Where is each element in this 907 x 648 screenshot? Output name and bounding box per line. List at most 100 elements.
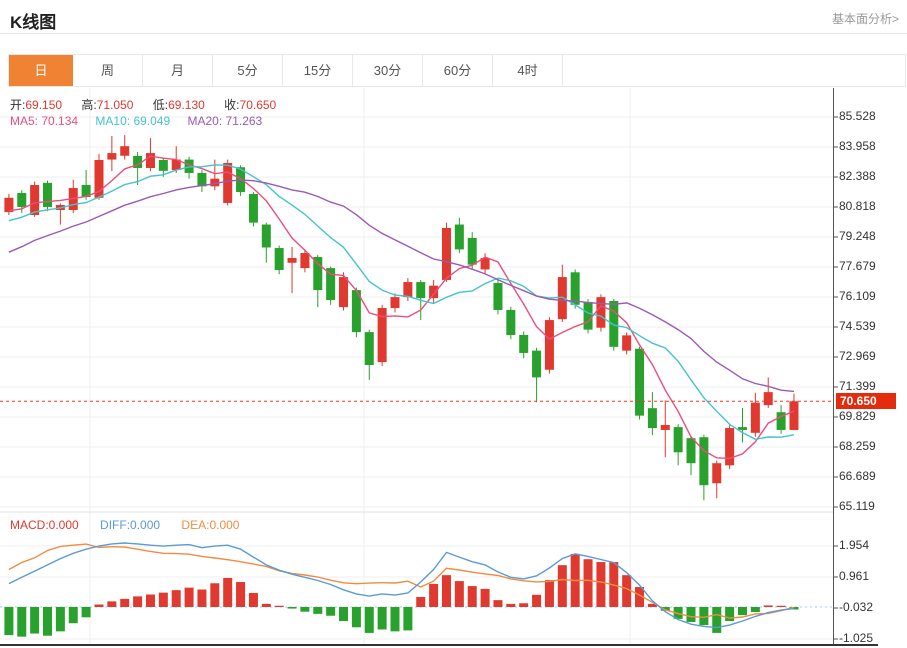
candle <box>441 227 451 280</box>
diff-value: 0.000 <box>130 518 161 532</box>
candle <box>390 297 400 309</box>
macd-bar <box>145 594 155 608</box>
price-axis-label: 76.109 <box>839 289 876 303</box>
macd-bar <box>686 607 696 622</box>
candle <box>107 153 117 160</box>
ma10-line <box>8 164 795 441</box>
candle <box>776 412 786 430</box>
tab-week[interactable]: 周 <box>73 55 143 86</box>
axis-ticks <box>833 116 838 640</box>
candle <box>660 424 670 430</box>
page-title: K线图 <box>10 13 57 32</box>
close-value: 70.650 <box>239 98 277 112</box>
candle <box>737 427 747 430</box>
candle <box>493 283 503 310</box>
candle <box>454 224 464 250</box>
low-label: 低: <box>152 98 169 112</box>
candle <box>750 402 760 433</box>
macd-bar <box>699 607 709 626</box>
candle <box>480 257 490 270</box>
macd-bar <box>17 607 27 637</box>
macd-bar <box>583 559 593 608</box>
high-label: 高: <box>81 98 97 112</box>
ma10-label: MA10: <box>95 114 131 128</box>
candle <box>197 172 207 187</box>
macd-bar <box>68 607 78 624</box>
macd-bar <box>30 607 40 634</box>
diff-line <box>8 542 795 629</box>
macd-bar <box>506 603 516 608</box>
candle <box>326 268 336 301</box>
macd-bar <box>660 607 670 611</box>
macd-bar <box>635 587 645 608</box>
macd-bar <box>107 601 117 608</box>
x-axis-line <box>0 644 878 646</box>
ma20-line <box>8 179 795 393</box>
low-value: 69.130 <box>168 98 205 112</box>
macd-bar <box>197 589 207 608</box>
candle <box>725 428 735 466</box>
macd-bar <box>403 607 413 631</box>
tab-60min[interactable]: 60分 <box>423 55 493 86</box>
macd-bar <box>544 580 554 608</box>
macd-bar <box>557 565 567 608</box>
fundamental-analysis-link[interactable]: 基本面分析> <box>831 12 899 26</box>
candle <box>133 155 143 168</box>
header-divider <box>0 33 907 34</box>
tab-5min[interactable]: 5分 <box>213 55 283 86</box>
price-axis-label: 65.119 <box>839 499 875 513</box>
candle <box>94 159 104 198</box>
macd-bar <box>94 604 104 608</box>
candle <box>30 184 40 215</box>
macd-value: 0.000 <box>48 518 79 532</box>
tab-15min[interactable]: 15分 <box>283 55 353 86</box>
macd-bar <box>184 587 194 608</box>
kline-chart-area[interactable]: 开:69.150 高:71.050 低:69.130 收:70.650 MA5:… <box>0 87 907 648</box>
macd-bar <box>467 586 477 608</box>
dea-line <box>8 543 795 619</box>
price-axis-label: 74.539 <box>839 319 876 333</box>
macd-axis-label: 0.961 <box>839 569 870 583</box>
candle <box>403 282 413 298</box>
price-axis-label: 80.818 <box>839 199 876 213</box>
candle <box>248 193 258 223</box>
tab-30min[interactable]: 30分 <box>353 55 423 86</box>
macd-bar <box>351 607 361 628</box>
candle <box>339 277 349 308</box>
macd-bar <box>223 577 233 608</box>
price-axis-label: 77.679 <box>839 259 876 273</box>
ma-legend: MA5: 70.134 MA10: 69.049 MA20: 71.263 <box>10 114 276 128</box>
ohlc-legend: 开:69.150 高:71.050 低:69.130 收:70.650 <box>10 96 292 113</box>
macd-bar <box>429 583 439 608</box>
candle <box>377 308 387 363</box>
candle <box>287 257 297 263</box>
macd-bar <box>43 607 53 636</box>
macd-bar <box>377 607 387 630</box>
candle <box>171 159 181 171</box>
macd-bar <box>4 607 14 636</box>
candle <box>544 320 554 370</box>
candle <box>519 334 529 353</box>
macd-bar <box>725 607 735 622</box>
macd-bar <box>171 590 181 608</box>
macd-bar <box>81 607 91 618</box>
candle <box>622 335 632 351</box>
tab-day[interactable]: 日 <box>9 55 73 86</box>
macd-bar <box>300 607 310 612</box>
candle <box>145 153 155 168</box>
tab-month[interactable]: 月 <box>143 55 213 86</box>
macd-axis-label: -1.025 <box>839 631 874 645</box>
candle <box>596 297 606 328</box>
macd-bar <box>750 607 760 612</box>
tab-4hour[interactable]: 4时 <box>493 55 563 86</box>
candle <box>351 290 361 333</box>
ma5-value: 70.134 <box>41 114 79 128</box>
open-value: 69.150 <box>25 98 63 112</box>
macd-bar <box>480 588 490 608</box>
candle <box>274 248 284 271</box>
candle <box>17 193 27 207</box>
macd-bar <box>158 592 168 608</box>
macd-bar <box>596 562 606 608</box>
candle <box>583 301 593 330</box>
